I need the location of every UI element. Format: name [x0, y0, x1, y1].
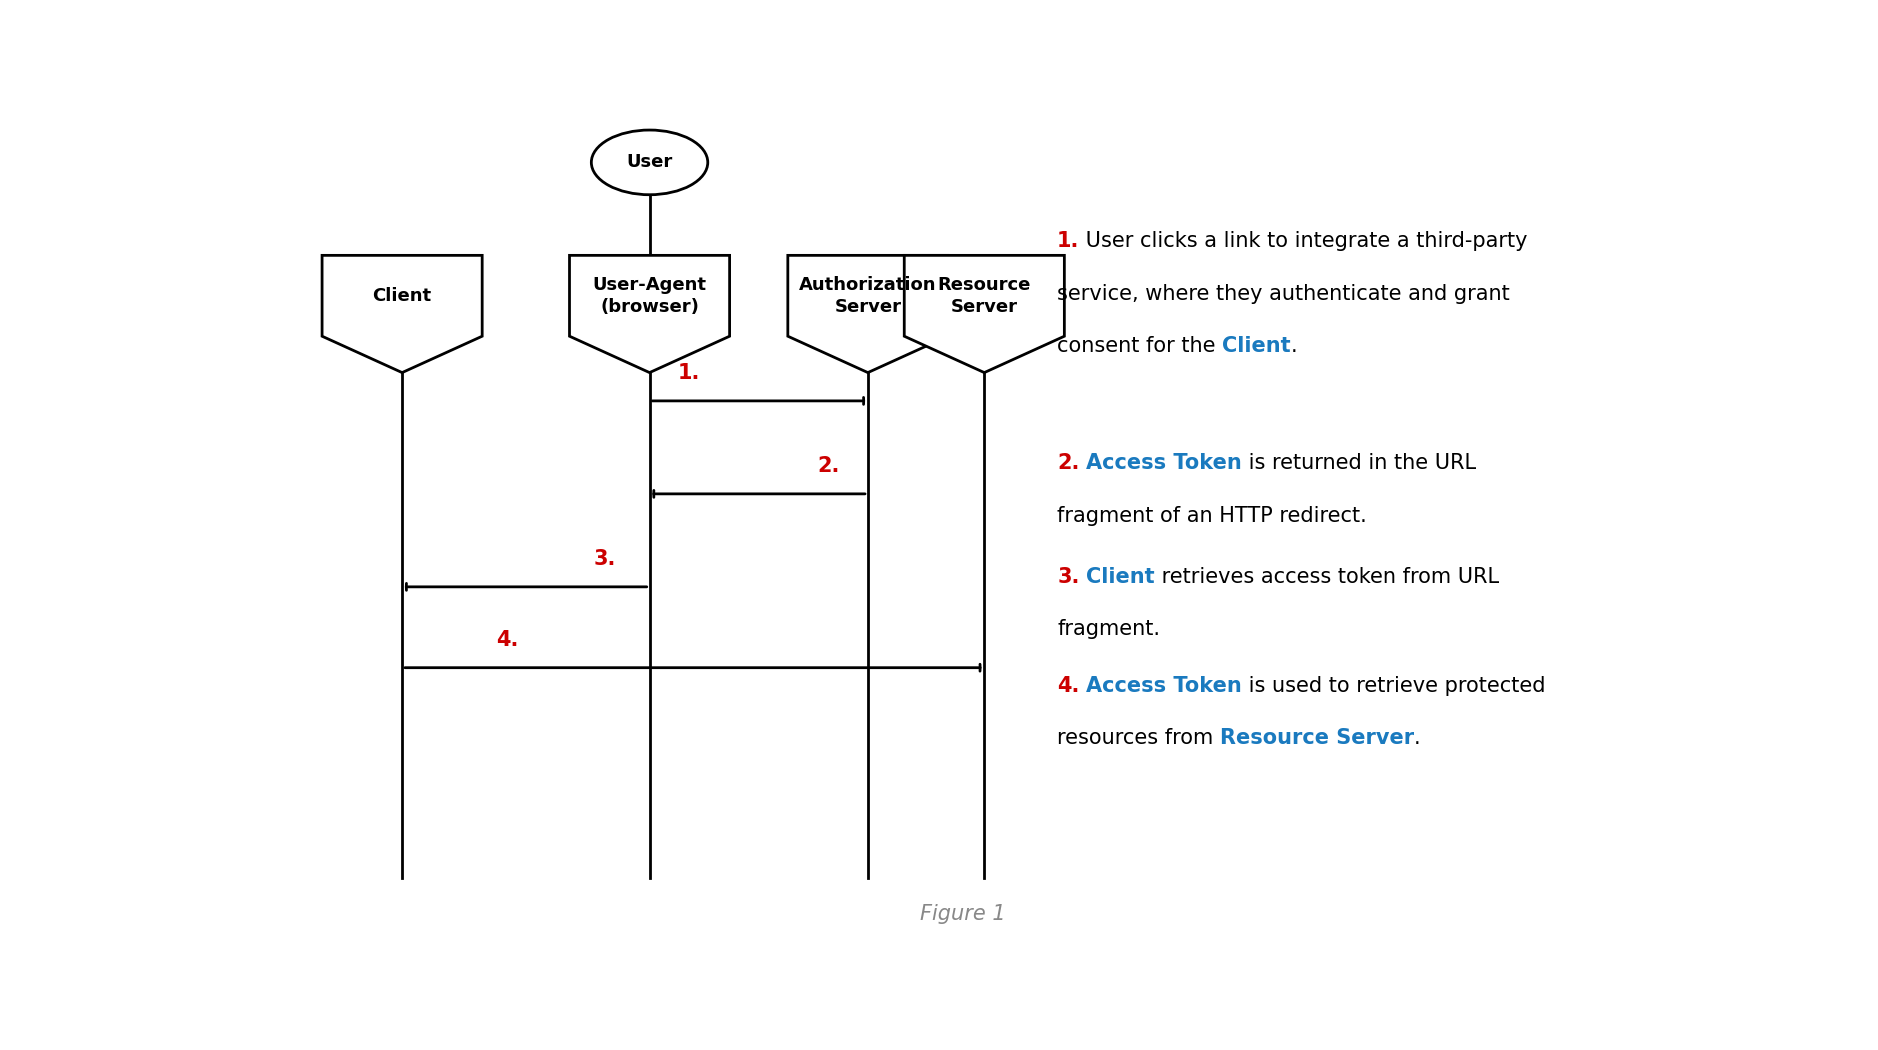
Text: 3.: 3.	[593, 549, 616, 569]
Polygon shape	[323, 255, 483, 373]
Text: Access Token: Access Token	[1085, 454, 1241, 474]
Text: is used to retrieve protected: is used to retrieve protected	[1241, 676, 1546, 696]
Text: Authorization
Server: Authorization Server	[800, 276, 937, 316]
Text: User-Agent
(browser): User-Agent (browser)	[593, 276, 706, 316]
Text: resources from: resources from	[1057, 729, 1221, 749]
Text: 1.: 1.	[1057, 231, 1080, 251]
Text: 4.: 4.	[496, 630, 518, 650]
Text: consent for the: consent for the	[1057, 336, 1223, 356]
Text: retrieves access token from URL: retrieves access token from URL	[1155, 567, 1499, 587]
Text: Client: Client	[1223, 336, 1290, 356]
Text: 2.: 2.	[817, 456, 839, 476]
Text: 3.: 3.	[1057, 567, 1080, 587]
Polygon shape	[789, 255, 948, 373]
Text: 1.: 1.	[678, 363, 700, 383]
Text: Access Token: Access Token	[1085, 676, 1241, 696]
Polygon shape	[569, 255, 729, 373]
Text: .: .	[1290, 336, 1298, 356]
Text: Figure 1: Figure 1	[920, 904, 1005, 924]
Text: Resource Server: Resource Server	[1221, 729, 1414, 749]
Text: 2.: 2.	[1057, 454, 1080, 474]
Text: .: .	[1414, 729, 1420, 749]
Text: Client: Client	[1085, 567, 1155, 587]
Text: User clicks a link to integrate a third-party: User clicks a link to integrate a third-…	[1080, 231, 1529, 251]
Polygon shape	[905, 255, 1065, 373]
Text: service, where they authenticate and grant: service, where they authenticate and gra…	[1057, 284, 1510, 303]
Circle shape	[592, 130, 708, 194]
Text: User: User	[627, 153, 672, 171]
Text: fragment of an HTTP redirect.: fragment of an HTTP redirect.	[1057, 506, 1367, 526]
Text: fragment.: fragment.	[1057, 620, 1161, 639]
Text: Client: Client	[372, 287, 432, 304]
Text: is returned in the URL: is returned in the URL	[1241, 454, 1476, 474]
Text: Resource
Server: Resource Server	[937, 276, 1031, 316]
Text: 4.: 4.	[1057, 676, 1080, 696]
